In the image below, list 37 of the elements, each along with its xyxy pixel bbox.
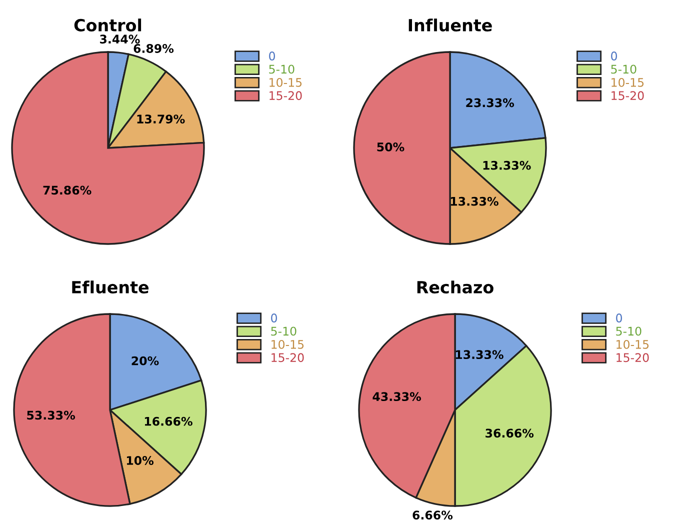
legend-label: 10-15 — [272, 340, 304, 349]
data-label: 16.66% — [144, 416, 192, 426]
legend-label: 10-15 — [612, 78, 644, 87]
legend-label: 0 — [611, 52, 617, 60]
data-label: 53.33% — [27, 410, 76, 420]
legend-label: 15-20 — [270, 91, 302, 100]
legend-label: 5-10 — [616, 326, 642, 336]
data-label: 6.89% — [134, 44, 174, 53]
data-label: 20% — [132, 356, 159, 366]
legend-label: 15-20 — [612, 91, 644, 100]
legend-label: 10-15 — [616, 340, 649, 349]
legend-label: 10-15 — [270, 78, 302, 87]
data-label: 23.33% — [466, 98, 514, 108]
data-label: 6.66% — [412, 510, 453, 520]
chart-title: Influente — [408, 18, 492, 32]
data-label: 10% — [126, 456, 154, 465]
legend-label: 5-10 — [269, 64, 294, 74]
chart-title: Efluente — [72, 280, 149, 294]
data-label: 43.33% — [372, 392, 421, 402]
chart-title: Rechazo — [417, 280, 494, 294]
legend-label: 5-10 — [271, 326, 296, 336]
legend-label: 15-20 — [616, 353, 649, 362]
legend-label: 0 — [616, 314, 622, 322]
legend-label: 15-20 — [272, 353, 304, 362]
data-label: 50% — [377, 142, 404, 152]
data-label: 36.66% — [486, 428, 534, 438]
legend-label: 0 — [269, 52, 275, 60]
data-label: 75.86% — [43, 186, 92, 195]
data-label: 3.44% — [100, 34, 140, 44]
legend-label: 0 — [271, 314, 277, 322]
data-label: 13.33% — [450, 196, 498, 206]
data-label: 13.79% — [137, 114, 185, 124]
chart-title: Control — [74, 18, 142, 32]
pie-slice — [11, 51, 205, 245]
data-label: 13.33% — [456, 350, 504, 360]
data-label: 13.33% — [483, 160, 531, 170]
legend-label: 5-10 — [611, 64, 636, 74]
